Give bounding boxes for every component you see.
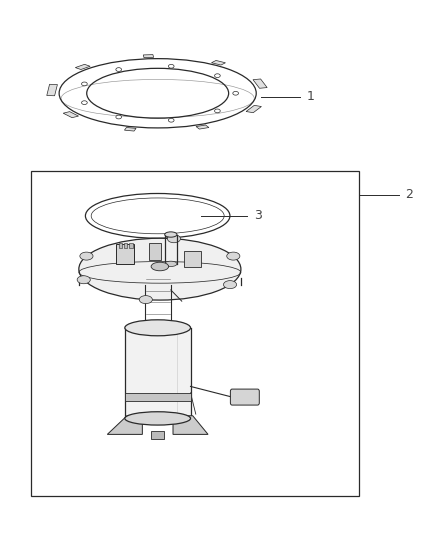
Polygon shape <box>246 106 261 112</box>
Ellipse shape <box>79 238 241 300</box>
Ellipse shape <box>77 276 90 284</box>
Ellipse shape <box>116 115 121 119</box>
Bar <box>125 393 191 401</box>
Text: 3: 3 <box>254 209 262 222</box>
Polygon shape <box>107 416 142 434</box>
FancyBboxPatch shape <box>230 389 259 405</box>
Text: 2: 2 <box>405 188 413 201</box>
Ellipse shape <box>233 92 239 95</box>
Ellipse shape <box>168 64 174 68</box>
Bar <box>184 251 201 266</box>
Polygon shape <box>143 54 154 58</box>
Bar <box>151 431 164 439</box>
Bar <box>149 243 161 260</box>
Ellipse shape <box>139 296 152 304</box>
Ellipse shape <box>125 320 191 336</box>
Ellipse shape <box>80 252 93 260</box>
Bar <box>125 328 191 418</box>
Polygon shape <box>196 125 209 129</box>
Ellipse shape <box>227 252 240 260</box>
Ellipse shape <box>168 118 174 122</box>
Ellipse shape <box>151 262 169 271</box>
Ellipse shape <box>81 101 87 104</box>
Ellipse shape <box>81 82 87 86</box>
Ellipse shape <box>116 68 121 71</box>
Ellipse shape <box>223 280 237 289</box>
Bar <box>124 243 127 248</box>
Polygon shape <box>63 111 78 118</box>
Polygon shape <box>173 416 208 434</box>
Polygon shape <box>75 64 90 69</box>
Ellipse shape <box>167 235 180 243</box>
Polygon shape <box>253 79 267 88</box>
Polygon shape <box>47 84 57 96</box>
Ellipse shape <box>215 109 220 113</box>
Ellipse shape <box>125 411 191 425</box>
Polygon shape <box>124 127 136 131</box>
Text: 1: 1 <box>307 90 314 103</box>
Bar <box>31 171 359 496</box>
Polygon shape <box>212 60 226 65</box>
Bar <box>129 243 133 248</box>
Bar <box>119 243 122 248</box>
Ellipse shape <box>165 232 177 237</box>
Bar <box>116 244 134 264</box>
Ellipse shape <box>165 261 177 266</box>
Ellipse shape <box>215 74 220 77</box>
